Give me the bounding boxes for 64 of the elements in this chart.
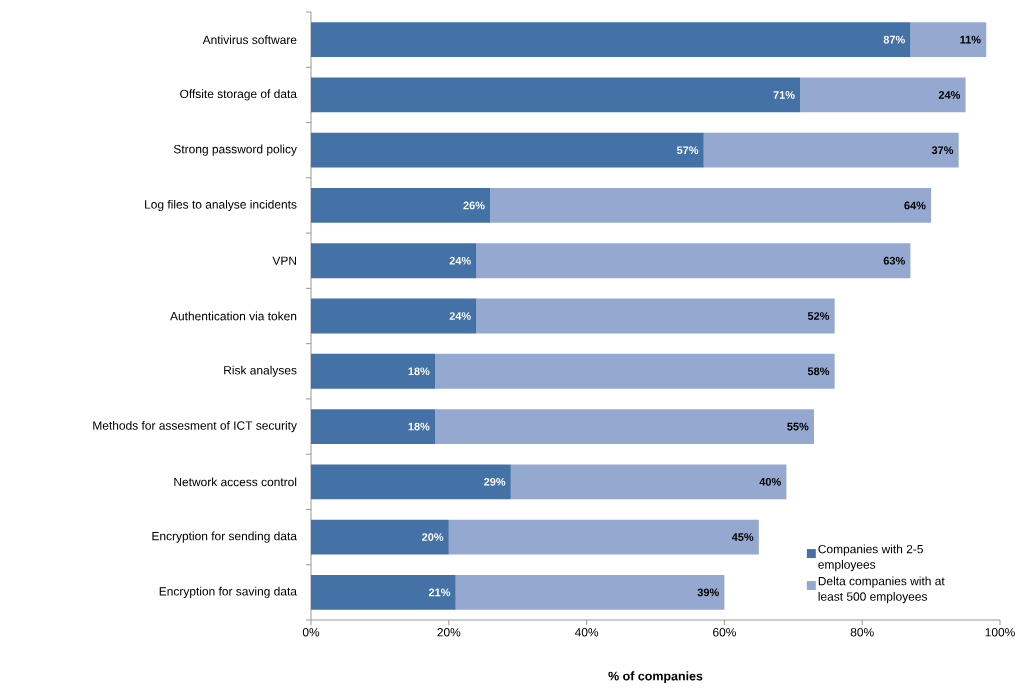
y-tick-label: Antivirus software [202, 35, 297, 45]
data-label: 18% [408, 422, 430, 431]
bar [476, 243, 911, 279]
bar [476, 298, 835, 334]
legend-label: Companies with 2-5 employees [818, 544, 923, 572]
bar [311, 409, 436, 444]
data-label: 63% [883, 256, 905, 265]
bar [311, 243, 477, 279]
bar [311, 298, 477, 334]
data-label: 55% [787, 422, 809, 431]
data-label: 37% [931, 146, 954, 155]
data-label: 21% [428, 588, 451, 597]
y-tick-label: Encryption for sending data [152, 531, 297, 543]
data-label: 64% [904, 201, 926, 210]
bar [490, 188, 932, 223]
bar [311, 353, 436, 389]
y-tick-label: Authentication via token [170, 311, 297, 321]
y-tick-label: VPN [272, 256, 297, 265]
data-label: 24% [938, 91, 961, 99]
bar [910, 22, 987, 58]
x-tick-label: 0% [302, 628, 320, 637]
data-label: 24% [449, 256, 471, 265]
bar [311, 519, 449, 555]
data-label: 52% [807, 312, 830, 320]
data-label: 24% [449, 312, 471, 320]
y-tick-label: Log files to analyse incidents [145, 199, 297, 212]
y-tick-label: Offsite storage of data [180, 89, 297, 101]
bar [800, 77, 966, 113]
y-tick-label: Risk analyses [224, 365, 297, 377]
y-tick-label: Methods for assesment of ICT security [93, 420, 297, 433]
data-label: 26% [463, 201, 485, 210]
data-label: 20% [422, 533, 444, 541]
bar [311, 188, 491, 223]
data-label: 11% [960, 35, 981, 44]
data-label: 58% [807, 367, 830, 376]
legend-label: Delta companies with at least 500 employees [818, 576, 945, 604]
x-tick-label: 40% [574, 628, 599, 637]
data-label: 39% [697, 588, 719, 597]
data-label: 45% [731, 533, 754, 541]
x-axis-title: % of companies [608, 671, 703, 683]
data-label: 71% [773, 91, 795, 99]
bar [311, 77, 801, 113]
bar [455, 574, 725, 610]
bar [435, 409, 814, 444]
x-tick-label: 80% [850, 628, 874, 637]
y-tick-label: Encryption for saving data [159, 586, 297, 598]
x-tick-label: 100% [985, 628, 1015, 637]
data-label: 87% [883, 35, 905, 44]
data-label: 29% [484, 477, 506, 486]
x-tick-label: 20% [437, 628, 461, 637]
bar [311, 574, 456, 610]
y-tick-label: Strong password policy [173, 144, 297, 156]
data-label: 18% [408, 367, 430, 376]
bar [311, 22, 911, 58]
y-tick-label: Network access control [174, 477, 297, 487]
bar [703, 132, 959, 168]
bar [448, 519, 759, 555]
data-label: 57% [676, 146, 699, 155]
bar [311, 132, 704, 168]
bar [510, 464, 787, 500]
bar [311, 464, 511, 500]
x-tick-label: 60% [713, 628, 736, 637]
bar [435, 353, 835, 389]
data-label: 40% [759, 477, 781, 486]
